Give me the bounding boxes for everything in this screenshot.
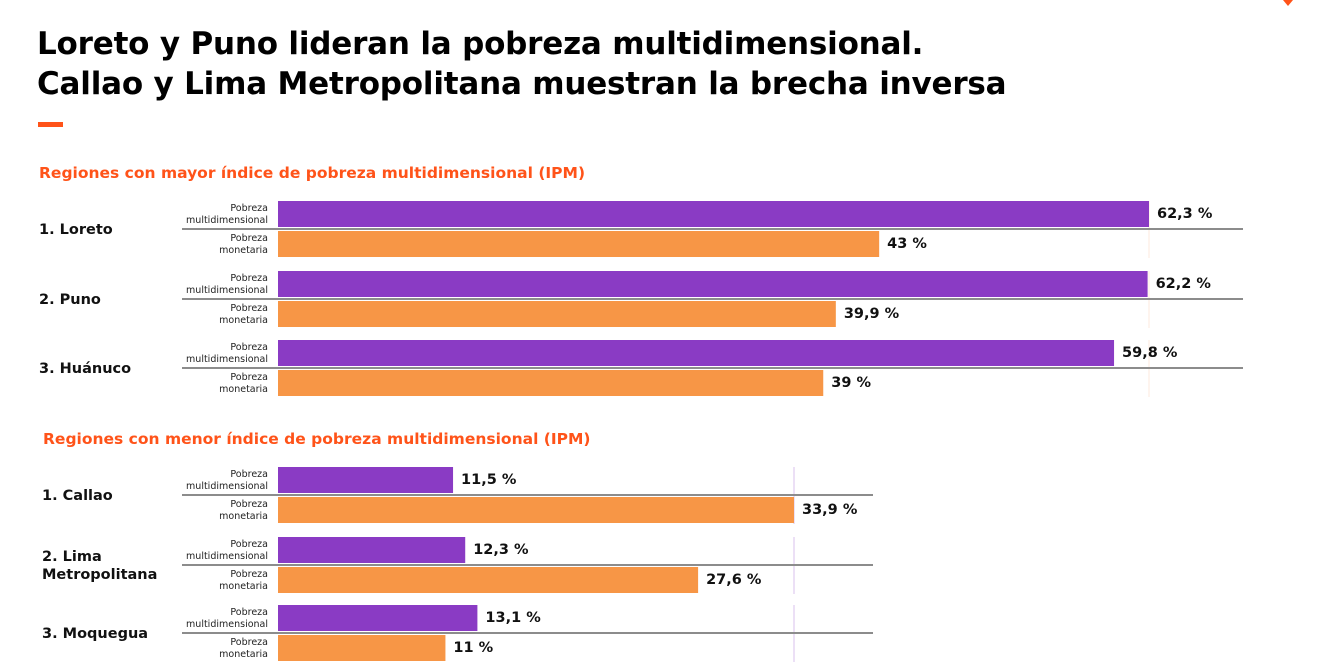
bar-monetaria [278, 231, 880, 257]
bar-label-monetaria: Pobreza monetaria [219, 569, 268, 592]
bar-multidimensional [278, 537, 466, 563]
bar-label-monetaria: Pobreza monetaria [219, 637, 268, 660]
value-label-multidimensional: 12,3 % [473, 542, 529, 558]
title-line-2: Callao y Lima Metropolitana muestran la … [37, 66, 1007, 102]
page-title: Loreto y Puno lideran la pobreza multidi… [37, 24, 1007, 104]
bar-label-monetaria: Pobreza monetaria [219, 303, 268, 326]
value-label-multidimensional: 62,2 % [1156, 276, 1212, 292]
bar-label-multidimensional: Pobreza multidimensional [186, 273, 268, 296]
value-label-multidimensional: 59,8 % [1122, 345, 1178, 361]
bar-label-multidimensional: Pobreza multidimensional [186, 607, 268, 630]
bar-monetaria [278, 301, 836, 327]
value-label-multidimensional: 62,3 % [1157, 206, 1213, 222]
title-line-1: Loreto y Puno lideran la pobreza multidi… [37, 26, 924, 62]
bar-label-multidimensional: Pobreza multidimensional [186, 539, 268, 562]
bar-label-monetaria: Pobreza monetaria [219, 372, 268, 395]
bar-multidimensional [278, 340, 1115, 366]
bar-multidimensional [278, 605, 478, 631]
region-label: 3. Huánuco [39, 361, 131, 377]
value-label-monetaria: 27,6 % [706, 572, 762, 588]
value-label-monetaria: 43 % [887, 236, 927, 252]
region-label: 2. Lima Metropolitana [42, 549, 157, 583]
value-label-monetaria: 39,9 % [844, 306, 900, 322]
bar-monetaria [278, 567, 699, 593]
section-title-highest-ipm: Regiones con mayor índice de pobreza mul… [39, 164, 586, 182]
bar-multidimensional [278, 201, 1149, 227]
region-label: 2. Puno [39, 292, 101, 308]
value-label-monetaria: 39 % [831, 375, 871, 391]
bar-multidimensional [278, 467, 454, 493]
bar-label-multidimensional: Pobreza multidimensional [186, 469, 268, 492]
bar-multidimensional [278, 271, 1148, 297]
bar-monetaria [278, 635, 446, 661]
bar-monetaria [278, 497, 794, 523]
value-label-multidimensional: 11,5 % [461, 472, 517, 488]
bar-label-monetaria: Pobreza monetaria [219, 499, 268, 522]
value-label-monetaria: 11 % [453, 640, 493, 656]
section-title-lowest-ipm: Regiones con menor índice de pobreza mul… [43, 430, 591, 448]
region-label: 3. Moquegua [42, 626, 148, 642]
value-label-multidimensional: 13,1 % [485, 610, 541, 626]
bar-label-multidimensional: Pobreza multidimensional [186, 203, 268, 226]
region-label: 1. Callao [42, 488, 113, 504]
accent-bar [38, 122, 63, 127]
bar-label-monetaria: Pobreza monetaria [219, 233, 268, 256]
corner-marker-icon [1283, 0, 1293, 6]
region-label: 1. Loreto [39, 222, 113, 238]
bar-monetaria [278, 370, 824, 396]
value-label-monetaria: 33,9 % [802, 502, 858, 518]
bar-label-multidimensional: Pobreza multidimensional [186, 342, 268, 365]
